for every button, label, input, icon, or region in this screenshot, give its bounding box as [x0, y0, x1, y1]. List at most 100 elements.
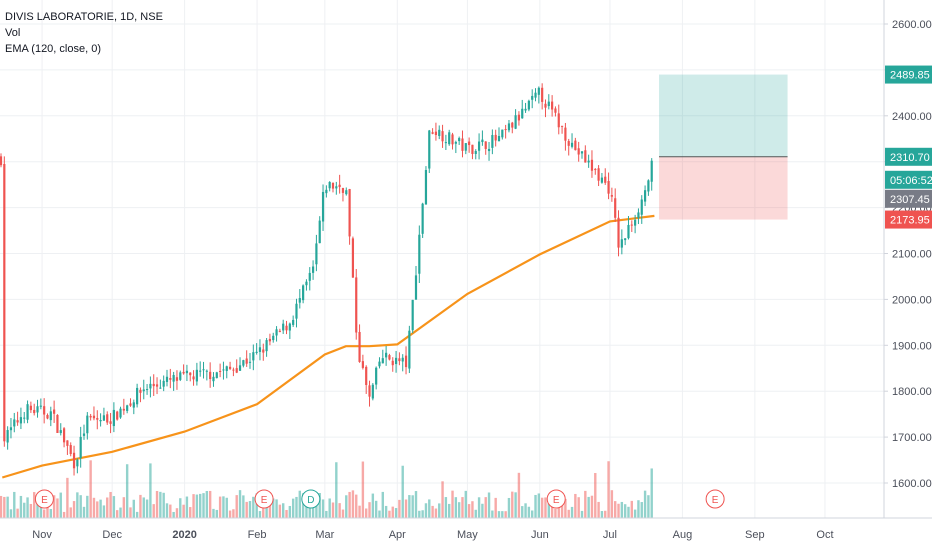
candle-body — [570, 142, 574, 147]
volume-bar — [6, 496, 9, 518]
volume-bar — [235, 495, 238, 518]
volume-bar — [524, 503, 527, 518]
candle-body — [524, 108, 527, 111]
earnings-label: E — [41, 495, 48, 506]
candle-body — [0, 156, 3, 166]
candle-body — [375, 367, 378, 385]
volume-bar — [16, 508, 19, 518]
volume-bar — [511, 491, 514, 518]
candle-body — [597, 168, 600, 181]
volume-bar — [272, 498, 275, 518]
volume-bar — [368, 502, 371, 518]
entry-price-tag-text: 2310.70 — [890, 152, 930, 164]
earnings-marker[interactable]: E — [254, 489, 274, 509]
earnings-label: E — [712, 495, 719, 506]
volume-bar — [501, 511, 504, 518]
legend-volume[interactable]: Vol — [5, 27, 21, 39]
candle-body — [335, 186, 338, 189]
target-zone[interactable] — [659, 74, 788, 157]
legend-symbol[interactable]: DIVIS LABORATORIE, 1D, NSE — [5, 11, 163, 23]
candle-body — [567, 141, 570, 146]
candle-body — [225, 366, 228, 371]
earnings-marker[interactable]: E — [546, 489, 566, 509]
ema-120-line — [1, 214, 655, 479]
y-tick-label: 2400.00 — [892, 111, 932, 123]
earnings-marker[interactable]: E — [34, 489, 54, 509]
volume-bar — [285, 509, 288, 518]
volume-bar — [540, 497, 544, 518]
entry-price-tag[interactable]: 2310.70 — [885, 147, 932, 166]
candle-body — [76, 459, 79, 467]
candle-body — [106, 414, 109, 423]
volume-bar — [338, 503, 341, 518]
volume-bar — [215, 509, 218, 518]
candle-body — [159, 387, 162, 389]
volume-bar — [255, 493, 258, 518]
volume-bar — [590, 495, 594, 518]
price-axis[interactable] — [884, 0, 932, 550]
volume-bar — [258, 511, 262, 518]
candle-body — [116, 411, 119, 420]
legend-ema[interactable]: EMA (120, close, 0) — [5, 43, 101, 55]
candle-body — [149, 383, 152, 389]
stop-price-tag[interactable]: 2173.95 — [885, 210, 932, 229]
volume-bar — [102, 505, 106, 518]
candle-body — [202, 369, 205, 371]
volume-bar — [172, 511, 175, 518]
target-price-tag[interactable]: 2489.85 — [885, 65, 932, 84]
volume-bar — [391, 506, 394, 518]
candle-body — [534, 92, 537, 98]
volume-bar — [497, 511, 501, 518]
countdown-tag: 05:06:52 — [885, 170, 932, 189]
candle-body — [325, 189, 328, 194]
candle-body — [454, 141, 457, 144]
volume-bar — [295, 496, 298, 518]
candle-body — [132, 402, 135, 408]
x-tick-label: Jul — [603, 529, 617, 541]
candle-body — [265, 340, 268, 352]
earnings-marker[interactable]: E — [705, 489, 725, 509]
volume-bar — [504, 511, 507, 518]
volume-bar — [554, 508, 557, 518]
candle-body — [49, 411, 52, 421]
stop-price-tag-bg — [885, 210, 932, 229]
candle-body — [262, 349, 265, 353]
volume-bar — [408, 495, 411, 518]
dividend-marker[interactable]: D — [301, 489, 321, 509]
candle-body — [474, 151, 477, 154]
volume-bar — [192, 494, 195, 518]
volume-bar — [202, 493, 205, 518]
candle-body — [647, 180, 650, 192]
stop-zone[interactable] — [659, 156, 788, 220]
candle-body — [112, 409, 115, 427]
candle-body — [19, 417, 23, 424]
legend: DIVIS LABORATORIE, 1D, NSE Vol EMA (120,… — [5, 9, 163, 57]
candle-body — [232, 369, 235, 371]
target-price-tag-bg — [885, 65, 932, 84]
volume-bar — [587, 496, 590, 518]
volume-bar — [434, 508, 438, 518]
candle-body — [62, 428, 66, 443]
long-position-tool[interactable] — [659, 74, 788, 220]
candle-body — [205, 370, 208, 372]
candle-body — [328, 182, 331, 189]
y-tick-label: 1900.00 — [892, 340, 932, 352]
volume-bar — [600, 511, 604, 518]
volume-bar — [36, 500, 39, 518]
volume-bar — [547, 496, 550, 518]
x-tick-label: Nov — [32, 529, 52, 541]
candle-body — [487, 148, 491, 152]
countdown-bg — [885, 170, 932, 189]
candle-body — [69, 445, 72, 455]
candle-body — [624, 238, 627, 241]
volume-bar — [252, 496, 255, 518]
time-axis[interactable] — [0, 518, 932, 550]
entry-price-tag-bg — [885, 147, 932, 166]
volume-bar — [411, 495, 414, 518]
candle-body — [282, 323, 285, 331]
volume-bar — [617, 503, 620, 518]
candle-body — [3, 164, 6, 442]
volume-bar — [298, 490, 301, 518]
volume-bar — [291, 498, 295, 518]
